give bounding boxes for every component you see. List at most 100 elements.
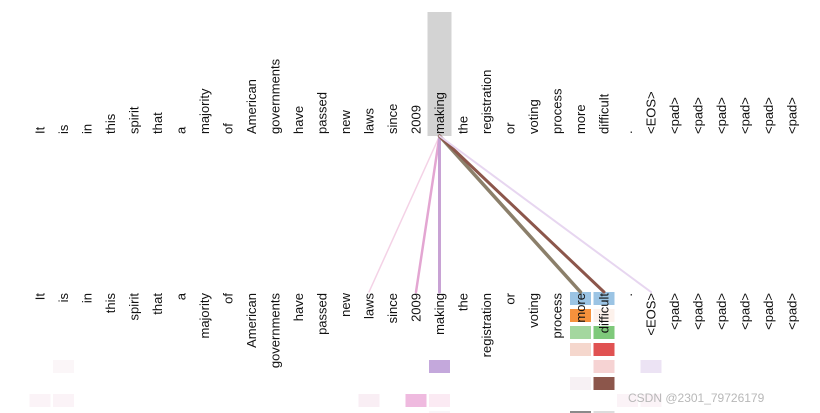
top-token-label[interactable]: in xyxy=(80,124,95,134)
top-token-label[interactable]: voting xyxy=(526,99,541,134)
top-token-label[interactable]: that xyxy=(150,112,165,134)
selected-token-bar xyxy=(427,12,452,136)
bottom-token-label[interactable]: more xyxy=(573,293,588,323)
bottom-token-label[interactable]: is xyxy=(56,293,71,303)
attention-line xyxy=(437,134,583,294)
top-token-label[interactable]: more xyxy=(573,104,588,134)
bottom-token-label[interactable]: governments xyxy=(268,293,283,369)
bottom-token-label[interactable]: 2009 xyxy=(409,293,424,322)
bottom-token-label[interactable]: that xyxy=(150,293,165,315)
bottom-token-label[interactable]: in xyxy=(80,293,95,303)
heatmap-cell xyxy=(429,411,450,413)
top-token-label[interactable]: <pad> xyxy=(738,97,753,134)
heatmap-cell xyxy=(640,394,662,407)
bottom-token-label[interactable]: voting xyxy=(526,293,541,328)
top-token-label[interactable]: new xyxy=(338,110,353,134)
heatmap-cell xyxy=(570,411,591,413)
heatmap-cell xyxy=(570,326,591,339)
heatmap-cell xyxy=(358,394,380,407)
bottom-token-label[interactable]: . xyxy=(620,293,635,297)
heatmap-cell xyxy=(53,360,74,373)
bottom-token-label[interactable]: passed xyxy=(315,293,330,335)
heatmap-cell xyxy=(429,394,450,407)
top-token-label[interactable]: governments xyxy=(268,58,283,134)
bottom-token-label[interactable]: registration xyxy=(479,293,494,357)
top-token-label[interactable]: majority xyxy=(197,88,212,134)
bottom-token-label[interactable]: or xyxy=(503,292,518,304)
top-token-label[interactable]: registration xyxy=(479,70,494,134)
heatmap-cell xyxy=(617,394,638,407)
bottom-token-label[interactable]: have xyxy=(291,293,306,321)
heatmap-cell xyxy=(593,292,615,305)
bottom-token-label[interactable]: of xyxy=(221,293,236,304)
heatmap-cell xyxy=(593,360,615,373)
heatmap-cell xyxy=(29,394,51,407)
heatmap-cell xyxy=(570,343,591,356)
bottom-token-label[interactable]: difficult xyxy=(597,293,612,334)
attention-lines xyxy=(368,134,652,294)
top-token-label[interactable]: <pad> xyxy=(691,97,706,134)
bottom-token-label[interactable]: spirit xyxy=(127,293,142,321)
bottom-token-label[interactable]: the xyxy=(456,293,471,311)
top-token-label[interactable]: since xyxy=(385,104,400,134)
top-token-label[interactable]: 2009 xyxy=(409,105,424,134)
bottom-token-label[interactable]: a xyxy=(174,292,189,300)
heatmap-cell xyxy=(593,411,615,413)
top-token-label[interactable]: difficult xyxy=(597,93,612,134)
bottom-token-label[interactable]: It xyxy=(33,293,48,301)
attention-heatmap xyxy=(29,292,662,413)
bottom-token-label[interactable]: <pad> xyxy=(667,293,682,330)
bottom-token-label[interactable]: <pad> xyxy=(714,293,729,330)
bottom-token-label[interactable]: process xyxy=(550,293,565,339)
top-token-label[interactable]: the xyxy=(456,116,471,134)
bottom-token-label[interactable]: making xyxy=(432,293,447,335)
bottom-token-row: It is in this spirit that a majority of American g… xyxy=(33,292,800,368)
heatmap-cell xyxy=(593,343,615,356)
attention-line xyxy=(368,135,441,293)
heatmap-cell xyxy=(405,394,427,407)
top-token-label[interactable]: have xyxy=(291,106,306,134)
top-token-label[interactable]: <EOS> xyxy=(644,91,659,134)
top-token-label[interactable]: American xyxy=(244,79,259,134)
top-token-label[interactable]: is xyxy=(56,124,71,134)
top-token-label[interactable]: a xyxy=(174,126,189,134)
bottom-token-label[interactable]: <pad> xyxy=(761,293,776,330)
heatmap-cell xyxy=(640,360,662,373)
bottom-token-label[interactable]: majority xyxy=(197,293,212,339)
heatmap-cell xyxy=(429,360,450,373)
top-token-label[interactable]: <pad> xyxy=(714,97,729,134)
heatmap-cell xyxy=(593,377,615,390)
heatmap-cell xyxy=(593,309,615,322)
top-token-label[interactable]: . xyxy=(620,130,635,134)
bottom-token-label[interactable]: <EOS> xyxy=(644,293,659,336)
bottom-token-label[interactable]: new xyxy=(338,292,353,316)
bottom-token-label[interactable]: since xyxy=(385,293,400,323)
bottom-token-label[interactable]: American xyxy=(244,293,259,348)
top-token-label[interactable]: laws xyxy=(362,107,377,134)
heatmap-cell xyxy=(593,326,615,339)
selected-token-highlight xyxy=(427,12,452,136)
top-token-label[interactable]: this xyxy=(103,113,118,134)
top-token-label[interactable]: <pad> xyxy=(785,97,800,134)
bottom-token-label[interactable]: <pad> xyxy=(785,293,800,330)
bottom-token-label[interactable]: this xyxy=(103,293,118,314)
top-token-label[interactable]: <pad> xyxy=(761,97,776,134)
bottom-token-label[interactable]: <pad> xyxy=(738,293,753,330)
top-token-label[interactable]: passed xyxy=(315,92,330,134)
heatmap-cell xyxy=(53,394,74,407)
watermark-text: CSDN @2301_79726179 xyxy=(628,391,765,405)
top-token-label[interactable]: making xyxy=(432,92,447,134)
top-token-label[interactable]: It xyxy=(33,126,48,134)
bottom-token-label[interactable]: <pad> xyxy=(691,293,706,330)
top-token-label[interactable]: <pad> xyxy=(667,97,682,134)
bottom-token-label[interactable]: laws xyxy=(362,293,377,320)
heatmap-cell xyxy=(570,292,591,305)
heatmap-cell xyxy=(570,377,591,390)
top-token-label[interactable]: of xyxy=(221,123,236,134)
top-token-label[interactable]: or xyxy=(503,122,518,134)
attention-line xyxy=(438,134,606,294)
top-token-label[interactable]: spirit xyxy=(127,106,142,134)
attention-line xyxy=(438,135,652,293)
top-token-label[interactable]: process xyxy=(550,88,565,134)
